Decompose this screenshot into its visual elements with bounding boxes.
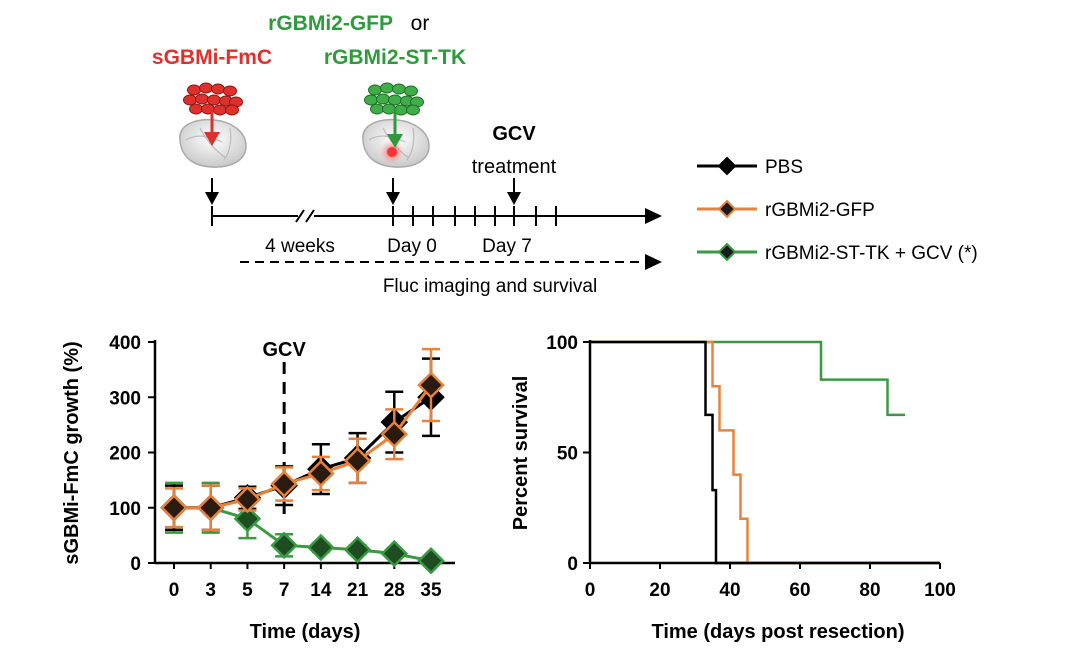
cell-dot [388, 94, 402, 106]
x-tick-label: 40 [719, 580, 740, 601]
legend-label-gfp: rGBMi2-GFP [765, 200, 875, 221]
label-or: or [411, 12, 430, 35]
cell-dot [364, 94, 378, 106]
survival-curve-gfp [590, 340, 940, 565]
survival-chart: 0 50 100 0 20 40 60 80 100 Time (days post resect… [510, 333, 956, 643]
x-tick-label: 100 [924, 580, 956, 601]
x-axis-label: Time (days) [250, 621, 361, 643]
survival-curve-pbs [590, 340, 940, 565]
series-line-gfp [174, 384, 433, 510]
cell-dot [380, 82, 394, 94]
cell-dot [183, 94, 197, 106]
cell-dot [370, 103, 384, 115]
gcv-annotation: GCV [262, 339, 306, 361]
x-tick-label: 60 [789, 580, 810, 601]
legend-marker-sttk [717, 242, 737, 262]
timeline-label-day0: Day 0 [387, 236, 437, 257]
legend-label-pbs: PBS [765, 157, 803, 178]
timeline-axis [211, 206, 662, 226]
data-point-sttk [270, 531, 298, 560]
timeline-down-arrows [205, 178, 521, 205]
timeline-label-4weeks: 4 weeks [265, 236, 335, 257]
schematic: sGBMi-FmC rGBMi2-GFP or rGBMi2-ST-TK GCV… [152, 12, 662, 297]
cell-dot [223, 85, 237, 97]
legend-marker-gfp [717, 199, 737, 219]
y-tick-label: 0 [567, 554, 578, 575]
cell-dot [187, 84, 201, 96]
timeline-label-day7: Day 7 [482, 236, 532, 257]
data-point-gfp [270, 470, 298, 498]
legend: PBS rGBMi2-GFP rGBMi2-ST-TK + GCV (*) [697, 156, 978, 264]
data-point-gfp [196, 493, 225, 522]
x-tick-label: 20 [649, 580, 670, 601]
cell-dot [189, 103, 203, 115]
x-tick-label: 0 [169, 580, 180, 601]
survival-curve-sttk [590, 340, 905, 417]
data-point-gfp [233, 485, 262, 514]
cell-dot [207, 94, 221, 106]
x-tick-label: 28 [384, 580, 405, 601]
gcv-treatment-title: GCV [492, 123, 536, 145]
y-tick-label: 100 [546, 333, 578, 354]
legend-label-sttk: rGBMi2-ST-TK + GCV (*) [765, 243, 978, 264]
x-axis-label: Time (days post resection) [651, 621, 904, 643]
data-point-gfp [160, 493, 188, 522]
data-point-sttk [233, 505, 262, 533]
data-point-gfp [380, 420, 409, 449]
data-point-gfp [417, 371, 445, 399]
x-tick-label: 21 [347, 580, 369, 601]
y-tick-label: 50 [557, 444, 578, 465]
red-cell-cluster-icon [183, 82, 243, 116]
imaging-dashed-arrow [240, 254, 662, 270]
green-cell-cluster-icon [364, 82, 424, 116]
y-axis-label: sGBMi-FmC growth (%) [61, 341, 83, 564]
mouse-brain-tumor-icon [362, 108, 430, 168]
imaging-label: Fluc imaging and survival [383, 276, 597, 297]
x-tick-label: 5 [242, 580, 253, 601]
data-point-sttk [343, 535, 372, 564]
label-sgbmi: sGBMi-FmC [152, 46, 272, 69]
x-tick-label: 35 [420, 580, 442, 601]
cell-dot [195, 93, 209, 105]
y-tick-label: 300 [109, 388, 141, 409]
data-point-sttk [380, 539, 409, 568]
y-tick-label: 400 [109, 333, 141, 354]
cell-dot [392, 83, 406, 95]
cell-dot [406, 104, 420, 116]
data-point-sttk [307, 533, 335, 562]
x-tick-label: 14 [310, 580, 332, 601]
y-axis-label: Percent survival [510, 376, 532, 531]
y-tick-label: 100 [109, 499, 141, 520]
cell-dot [225, 104, 239, 116]
cell-dot [368, 84, 382, 96]
cell-dot [376, 93, 390, 105]
x-tick-label: 3 [205, 580, 216, 601]
x-tick-label: 0 [585, 580, 596, 601]
y-tick-label: 0 [130, 554, 141, 575]
cell-dot [199, 82, 213, 94]
gcv-treatment-subtitle: treatment [472, 156, 557, 178]
label-rgbmi-sttk: rGBMi2-ST-TK [324, 46, 466, 69]
legend-marker-pbs [717, 156, 737, 176]
y-tick-label: 200 [109, 444, 141, 465]
x-tick-label: 7 [279, 580, 290, 601]
cell-dot [213, 104, 227, 116]
data-point-gfp [343, 447, 372, 475]
label-rgbmi-gfp: rGBMi2-GFP [268, 12, 393, 35]
cell-dot [404, 85, 418, 97]
x-tick-label: 80 [859, 580, 880, 601]
mouse-brain-icon [179, 108, 247, 168]
data-point-sttk [417, 547, 445, 575]
data-point-gfp [307, 459, 335, 488]
cell-dot [211, 83, 225, 95]
